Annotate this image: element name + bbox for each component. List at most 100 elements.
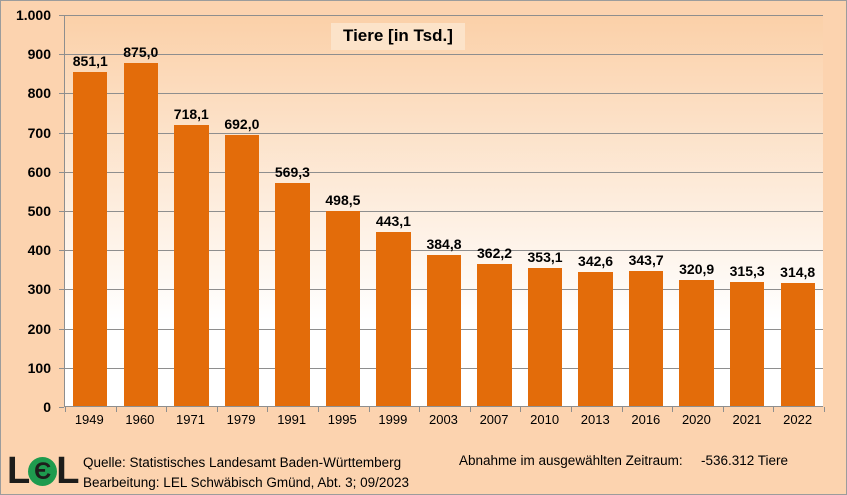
x-axis-label: 1999 <box>378 412 408 427</box>
y-axis-label: 500 <box>27 203 51 219</box>
gridline <box>65 15 823 16</box>
logo-letter-l2: L <box>56 450 80 492</box>
x-axis-label: 1979 <box>226 412 256 427</box>
decrease-value: -536.312 Tiere <box>701 453 789 468</box>
bar-value-label: 353,1 <box>527 248 563 265</box>
bar-value-label: 718,1 <box>173 105 209 122</box>
x-tick <box>216 407 218 412</box>
y-axis-label: 400 <box>27 242 51 259</box>
x-axis-label: 2003 <box>428 412 458 427</box>
bar-value-label: 875,0 <box>123 44 159 60</box>
bar-value-label: 443,1 <box>375 213 411 230</box>
y-axis-label: 0 <box>43 399 51 415</box>
y-axis-label: 100 <box>27 359 51 376</box>
bar-value-label: 851,1 <box>72 53 108 70</box>
bar-slot: 569,3 <box>267 15 318 406</box>
y-axis-label: 800 <box>27 85 51 102</box>
bar <box>527 267 563 406</box>
x-axis-label: 1971 <box>176 412 205 427</box>
y-tick <box>59 367 64 369</box>
editing-line: Bearbeitung: LEL Schwäbisch Gmünd, Abt. … <box>83 475 409 490</box>
bar <box>578 271 613 406</box>
bar-slot: 498,5 <box>318 15 369 406</box>
x-axis: 1949 1960 1971 1979 1991 1995 1999 2003 2007 2010… <box>64 412 823 427</box>
y-tick <box>59 15 64 16</box>
bar-value-label: 343,7 <box>628 252 664 269</box>
bar <box>224 134 260 406</box>
footer: L Є L Quelle: Statistisches Landesamt Ba… <box>1 449 846 494</box>
bar-value-label: 314,8 <box>780 263 816 280</box>
x-tick <box>571 407 572 412</box>
bar-value-label: 315,3 <box>729 263 765 280</box>
bar-slot: 384,8 <box>419 15 470 406</box>
x-tick <box>419 407 421 412</box>
x-axis-label: 2021 <box>732 412 762 427</box>
bar <box>325 210 361 406</box>
bar <box>73 72 108 406</box>
x-tick <box>115 407 117 412</box>
bar <box>477 264 512 406</box>
bar <box>679 280 714 406</box>
bar <box>780 282 815 406</box>
y-axis-label: 700 <box>27 124 51 141</box>
gridline <box>65 132 823 134</box>
y-axis-label: 900 <box>27 46 51 63</box>
bar <box>123 63 158 406</box>
gridline <box>65 171 823 173</box>
bar-slot: 443,1 <box>368 15 419 406</box>
bar-slot: 320,9 <box>671 15 722 406</box>
x-axis-label: 2022 <box>783 412 813 427</box>
y-tick <box>59 93 64 95</box>
x-axis-label: 2013 <box>580 412 610 427</box>
y-axis: 1.000 900 800 700 600 500 400 300 200 100 0 <box>1 7 59 415</box>
decrease-label: Abnahme im ausgewählten Zeitraum: <box>459 453 683 468</box>
bar-value-label: 384,8 <box>426 236 462 253</box>
bar-slot: 342,6 <box>570 15 621 406</box>
gridline <box>65 250 823 252</box>
x-tick <box>318 407 319 412</box>
x-tick <box>520 407 522 412</box>
x-tick <box>267 407 269 412</box>
gridline <box>65 93 823 95</box>
bar-value-label: 362,2 <box>476 245 513 262</box>
x-tick <box>824 407 825 412</box>
x-tick <box>65 407 66 412</box>
x-axis-label: 2016 <box>631 412 661 427</box>
bar <box>174 124 209 406</box>
y-tick <box>59 54 64 56</box>
bar <box>729 282 765 406</box>
x-axis-label: 1995 <box>327 412 357 427</box>
source-block: Quelle: Statistisches Landesamt Baden-Wü… <box>83 453 409 493</box>
x-axis-label: 2010 <box>530 412 560 427</box>
bar <box>275 182 310 406</box>
x-axis-label: 1991 <box>277 412 307 427</box>
y-axis-label: 200 <box>27 320 51 337</box>
bar-slot: 343,7 <box>621 15 672 406</box>
plot-area: 851,1 875,0 718,1 692,0 569,3 498,5 443,1 384,8… <box>59 15 825 412</box>
bar-slot: 718,1 <box>166 15 217 406</box>
logo-letter-l1: L <box>7 450 31 492</box>
x-tick <box>621 407 623 412</box>
bar <box>426 255 462 406</box>
bar-slot: 353,1 <box>520 15 571 406</box>
bar <box>376 232 411 406</box>
x-axis-label: 2020 <box>681 412 711 427</box>
bar <box>628 271 664 406</box>
x-tick <box>368 407 370 412</box>
bar-value-label: 342,6 <box>578 252 614 269</box>
bar-value-label: 569,3 <box>274 163 310 180</box>
y-tick <box>59 211 64 212</box>
x-axis-label: 1960 <box>125 412 155 427</box>
bar-series: 851,1 875,0 718,1 692,0 569,3 498,5 443,1 384,8… <box>65 15 823 406</box>
chart-title: Tiere [in Tsd.] <box>331 23 465 50</box>
gridline <box>65 211 823 212</box>
source-line: Quelle: Statistisches Landesamt Baden-Wü… <box>83 455 402 470</box>
bar-value-label: 320,9 <box>679 261 715 278</box>
y-axis-label: 1.000 <box>15 7 51 23</box>
bar-slot: 851,1 <box>65 15 116 406</box>
x-tick <box>469 407 471 412</box>
gridline <box>65 54 823 56</box>
x-tick <box>672 407 674 412</box>
y-tick <box>59 328 64 330</box>
